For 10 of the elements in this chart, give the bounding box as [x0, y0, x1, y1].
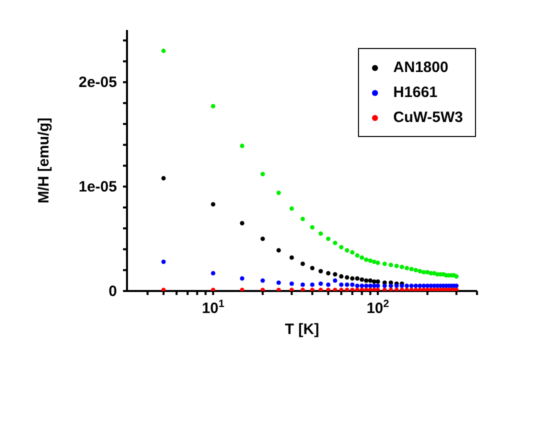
y-tick-label: 2e-05 — [78, 74, 117, 92]
x-tick-label: 10$^{1}$ — [202, 298, 225, 317]
legend-label: CuW-5W3 — [393, 108, 463, 128]
x-axis-title: T [K] — [284, 321, 320, 338]
y-tick-label: 0 — [108, 283, 117, 300]
legend-label: AN1800 — [393, 58, 448, 78]
x-tick-label: 10$^{2}$ — [366, 298, 390, 317]
y-axis-title: M/H [emu/g] — [35, 118, 52, 204]
y-tick-label: 1e-05 — [78, 178, 117, 196]
legend-label: H1661 — [393, 83, 438, 103]
